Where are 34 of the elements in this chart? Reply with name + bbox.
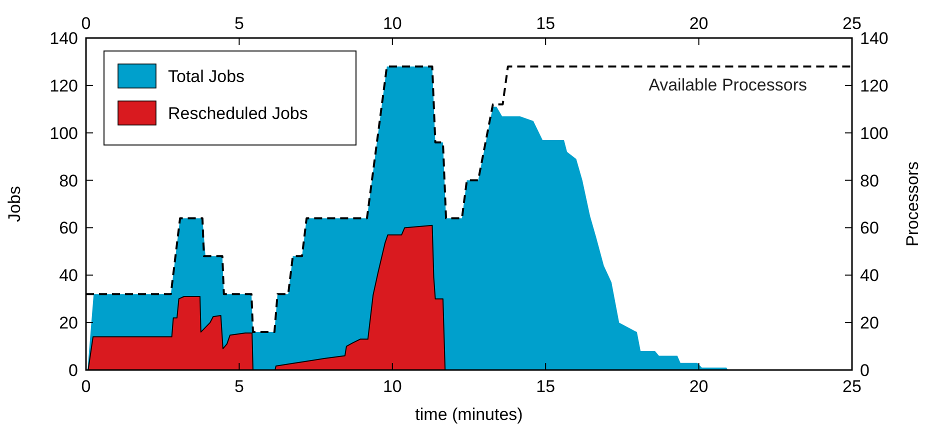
x2-tick-label: 10 xyxy=(382,377,402,396)
x-tick-label: 0 xyxy=(81,14,91,33)
y2-tick-label: 120 xyxy=(860,76,888,96)
y2-axis-title: Processors xyxy=(903,161,922,247)
legend-label: Total Jobs xyxy=(168,67,245,86)
y2-tick-label: 140 xyxy=(860,29,888,48)
y-tick-label: 40 xyxy=(59,266,78,286)
y2-tick-label: 60 xyxy=(860,218,879,238)
y2-tick-label: 0 xyxy=(860,361,870,380)
y-tick-label: 80 xyxy=(59,171,78,190)
x-axis-title: time (minutes) xyxy=(415,405,523,424)
x-tick-label: 5 xyxy=(234,14,244,33)
x2-tick-label: 15 xyxy=(536,377,556,396)
x-tick-label: 10 xyxy=(382,14,402,33)
y-axis-title: Jobs xyxy=(5,186,24,222)
y2-tick-label: 100 xyxy=(860,124,888,143)
y-tick-label: 20 xyxy=(59,314,78,333)
y-tick-label: 60 xyxy=(59,218,78,238)
x-tick-label: 25 xyxy=(842,14,862,33)
x2-tick-label: 25 xyxy=(842,377,862,396)
y-tick-label: 100 xyxy=(50,124,78,143)
x2-tick-label: 5 xyxy=(234,377,244,396)
y2-tick-label: 20 xyxy=(860,314,879,333)
y-tick-label: 120 xyxy=(50,76,78,96)
x2-tick-label: 0 xyxy=(81,377,91,396)
x-tick-label: 20 xyxy=(689,14,708,33)
legend-label: Rescheduled Jobs xyxy=(168,104,308,123)
series-label: Available Processors xyxy=(648,75,807,94)
y-tick-label: 0 xyxy=(68,361,78,380)
x2-tick-label: 20 xyxy=(689,377,708,396)
y2-tick-label: 40 xyxy=(860,266,879,286)
y-tick-label: 140 xyxy=(50,29,78,48)
x-tick-label: 15 xyxy=(536,14,556,33)
y2-tick-label: 80 xyxy=(860,171,879,190)
